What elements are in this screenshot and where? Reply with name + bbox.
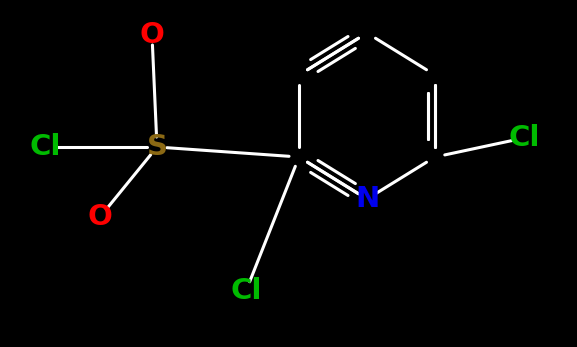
Text: Cl: Cl [29,133,61,161]
Text: O: O [88,203,113,231]
Text: N: N [355,185,379,213]
Text: Cl: Cl [230,277,262,305]
Text: Cl: Cl [508,124,539,152]
Text: O: O [140,21,164,49]
Text: S: S [147,133,167,161]
